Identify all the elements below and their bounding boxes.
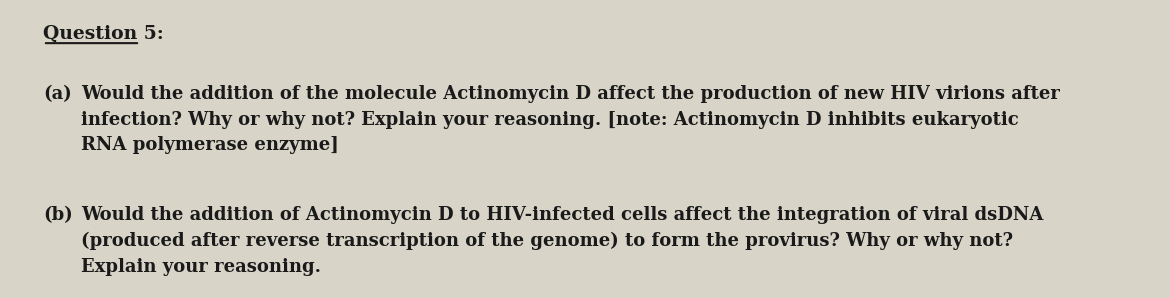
- Text: Question 5:: Question 5:: [43, 24, 164, 42]
- Text: Would the addition of Actinomycin D to HIV-infected cells affect the integration: Would the addition of Actinomycin D to H…: [81, 206, 1044, 276]
- Text: Would the addition of the molecule Actinomycin D affect the production of new HI: Would the addition of the molecule Actin…: [81, 85, 1060, 154]
- Text: (b): (b): [43, 206, 73, 224]
- Text: (a): (a): [43, 85, 71, 103]
